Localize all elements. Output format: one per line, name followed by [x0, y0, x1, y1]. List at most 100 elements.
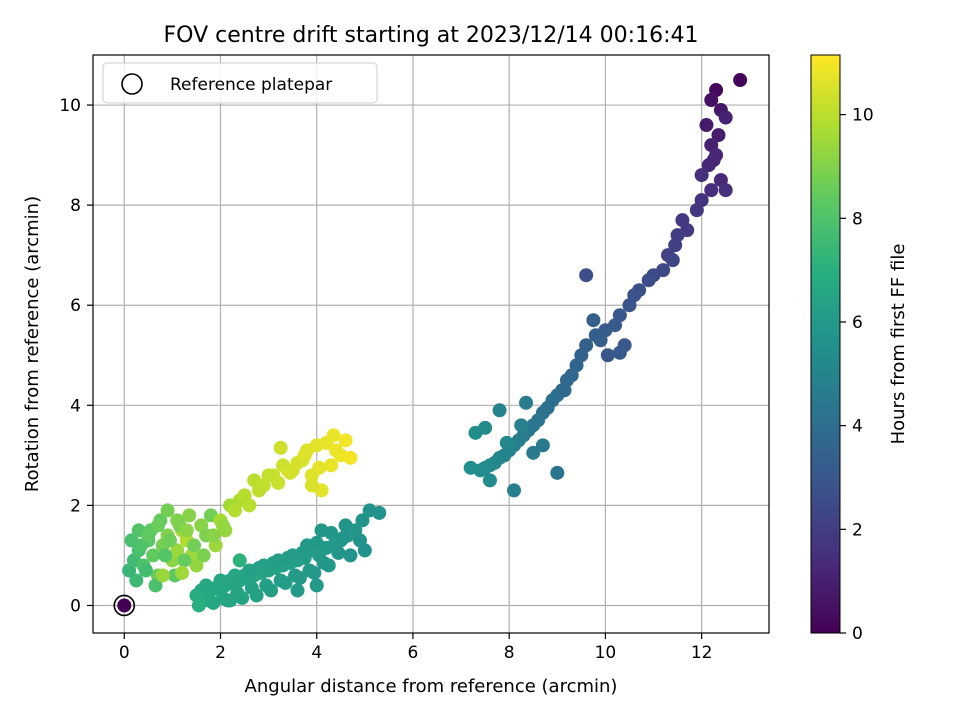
data-point: [177, 553, 192, 568]
data-point: [733, 73, 748, 88]
data-point: [709, 148, 724, 163]
data-point: [579, 268, 594, 283]
data-point: [256, 558, 271, 573]
data-point: [641, 273, 656, 288]
data-point: [162, 533, 177, 548]
data-point: [285, 548, 300, 563]
data-point: [242, 498, 257, 513]
data-point: [343, 548, 358, 563]
data-point: [175, 565, 190, 580]
data-point: [271, 553, 286, 568]
data-point: [124, 533, 139, 548]
data-point: [535, 438, 550, 453]
y-tick-label: 0: [70, 596, 81, 616]
data-point: [146, 548, 161, 563]
colorbar-gradient: [810, 54, 841, 634]
data-point: [213, 573, 228, 588]
data-point: [196, 548, 211, 563]
data-point: [232, 553, 247, 568]
data-point: [699, 118, 714, 133]
data-point: [215, 518, 230, 533]
data-point: [283, 465, 298, 480]
colorbar-tick-label: 2: [852, 520, 863, 540]
colorbar-tick-label: 6: [852, 313, 863, 333]
data-point: [223, 593, 238, 608]
y-tick-label: 6: [70, 296, 81, 316]
data-point: [331, 545, 346, 560]
data-point: [600, 348, 615, 363]
data-point: [314, 523, 329, 538]
plot-area-frame: [92, 54, 770, 634]
data-point: [586, 313, 601, 328]
data-point: [297, 448, 312, 463]
data-point: [187, 538, 202, 553]
data-point: [694, 168, 709, 183]
data-point: [506, 483, 521, 498]
data-point: [362, 503, 377, 518]
legend-marker-icon: [121, 73, 143, 95]
data-point: [150, 518, 165, 533]
data-point: [519, 395, 534, 410]
data-point: [689, 203, 704, 218]
data-point: [206, 595, 221, 610]
data-point: [249, 588, 264, 603]
x-tick-label: 2: [215, 643, 226, 663]
data-point: [278, 575, 293, 590]
data-point: [355, 513, 370, 528]
data-point: [309, 578, 324, 593]
data-point: [336, 530, 351, 545]
data-point: [199, 578, 214, 593]
data-point: [138, 563, 153, 578]
data-point: [251, 483, 266, 498]
colorbar-tick-label: 0: [852, 624, 863, 644]
y-tick-label: 8: [70, 196, 81, 216]
data-point: [242, 563, 257, 578]
colorbar-label: Hours from first FF file: [888, 244, 909, 445]
colorbar: 0 2 4 6 8 10 Hours from first FF file: [810, 54, 909, 644]
x-tick-label: 12: [691, 643, 713, 663]
data-point: [141, 528, 156, 543]
data-point: [271, 475, 286, 490]
data-point: [701, 158, 716, 173]
x-tick-label: 4: [311, 643, 322, 663]
x-tick-label: 6: [408, 643, 419, 663]
x-axis-label: Angular distance from reference (arcmin): [245, 676, 618, 697]
data-point: [338, 518, 353, 533]
data-point: [304, 478, 319, 493]
colorbar-tick-label: 8: [852, 209, 863, 229]
data-point: [463, 460, 478, 475]
data-point: [612, 345, 627, 360]
data-point: [189, 558, 204, 573]
data-point: [264, 583, 279, 598]
y-tick-label: 2: [70, 496, 81, 516]
data-point: [343, 450, 358, 465]
data-point: [148, 578, 163, 593]
data-point: [328, 443, 343, 458]
data-point: [312, 460, 327, 475]
x-axis-ticks: 0 2 4 6 8 10 12: [119, 633, 713, 663]
data-point: [160, 503, 175, 518]
data-point: [261, 468, 276, 483]
legend-box: [102, 62, 378, 104]
chart-title: FOV centre drift starting at 2023/12/14 …: [164, 23, 699, 48]
data-point: [557, 383, 572, 398]
data-point: [273, 440, 288, 455]
data-point: [711, 128, 726, 143]
data-point: [129, 573, 144, 588]
data-point: [550, 465, 565, 480]
x-tick-label: 10: [595, 643, 617, 663]
y-tick-label: 4: [70, 396, 81, 416]
data-point: [704, 93, 719, 108]
data-point: [478, 420, 493, 435]
legend: Reference platepar: [102, 62, 378, 104]
x-tick-label: 8: [504, 643, 515, 663]
data-point: [179, 523, 194, 538]
data-point: [321, 558, 336, 573]
data-point: [307, 565, 322, 580]
data-point: [514, 418, 529, 433]
data-point: [326, 428, 341, 443]
data-point: [338, 433, 353, 448]
data-point: [526, 445, 541, 460]
data-point: [206, 528, 221, 543]
